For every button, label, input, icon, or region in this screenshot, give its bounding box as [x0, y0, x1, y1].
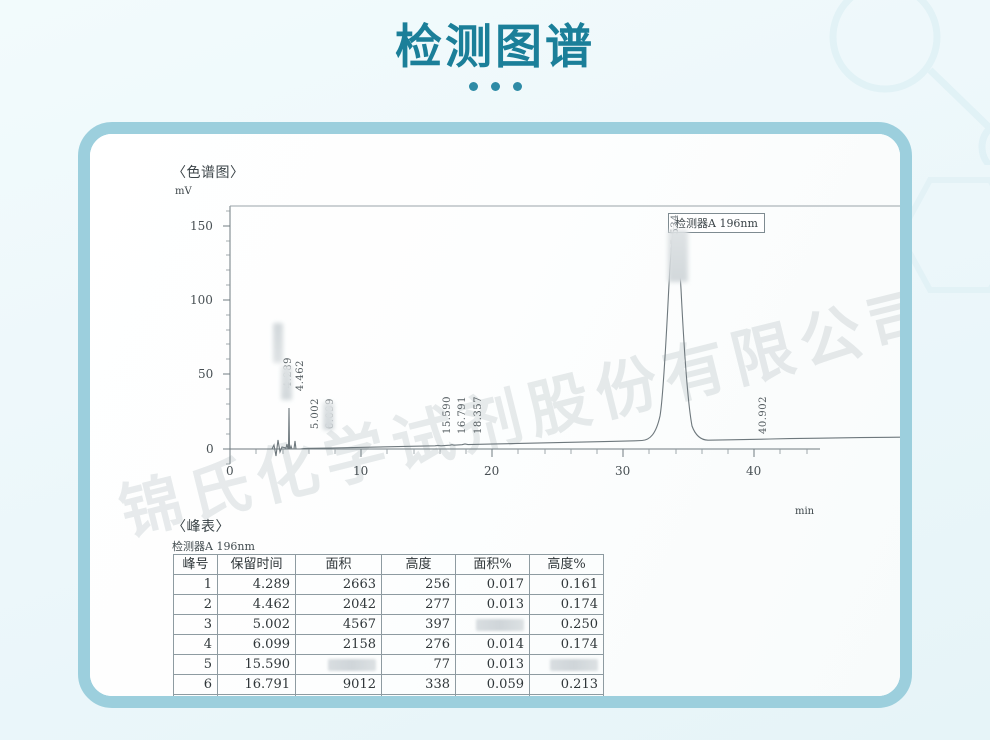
cell-area-pct: 0.014: [455, 634, 530, 655]
report-card-inner: 锦氏化学试剂股份有限公司 〈色谱图〉 mV min: [90, 134, 900, 696]
cell-height: 397: [381, 614, 456, 635]
cell-area: 9012: [295, 674, 382, 695]
cell-area: 2663: [295, 574, 382, 595]
page-header: 检测图谱: [0, 0, 990, 120]
cell-height: 77: [381, 654, 456, 675]
cell-area: 11479: [295, 694, 382, 696]
th-peak-no: 峰号: [173, 554, 218, 575]
peak-label-16-791: 16.791: [457, 396, 468, 434]
cell-peak-no: 4: [173, 634, 218, 655]
cell-retention-time: 6.099: [217, 634, 296, 655]
cell-height-pct: 0.000: [529, 654, 604, 675]
cell-height-pct: 0.213: [529, 674, 604, 695]
x-tick-label-20: 20: [484, 464, 500, 478]
title-dots-decoration: [0, 81, 990, 91]
y-tick-label-0: 0: [206, 442, 214, 456]
x-tick-label-30: 30: [615, 464, 631, 478]
blurred-peak-label-6-099: [323, 402, 334, 430]
chromatogram-heading: 〈色谱图〉: [172, 165, 245, 181]
th-height: 高度: [381, 554, 456, 575]
peak-label-18-357: 18.357: [473, 396, 484, 434]
peak-label-40-902: 40.902: [758, 396, 769, 434]
title-dot: [490, 81, 500, 91]
cell-area: 2042: [295, 594, 382, 615]
cell-height-pct: 0.174: [529, 634, 604, 655]
cell-height-pct: 0.230: [529, 694, 604, 696]
cell-retention-time: 16.791: [217, 674, 296, 695]
cell-peak-no: 5: [173, 654, 218, 675]
cell-height: 256: [381, 574, 456, 595]
page-title: 检测图谱: [395, 20, 595, 75]
peak-table: 峰号 保留时间 面积 高度 面积% 高度% 1 4.289 2663 256 0.017…: [173, 554, 604, 696]
table-row: 6 16.791 9012 338 0.059 0.213: [173, 674, 604, 695]
cell-area-pct: 0.059: [455, 674, 530, 695]
blurred-peak-label: [273, 323, 283, 363]
blurred-cell-value: 0.000: [328, 658, 376, 671]
cell-peak-no: 6: [173, 674, 218, 695]
cell-area: 0.000: [295, 654, 382, 675]
th-retention: 保留时间: [217, 554, 296, 575]
cell-height-pct: 0.250: [529, 614, 604, 635]
peak-label-5-002: 5.002: [310, 398, 321, 430]
cell-retention-time: 5.002: [217, 614, 296, 635]
blurred-peak-label-4-289: [281, 366, 292, 400]
x-axis-unit-label: min: [795, 506, 815, 517]
th-height-pct: 高度%: [529, 554, 604, 575]
chromatogram-plot: [223, 205, 900, 465]
cell-height: 365: [381, 694, 456, 696]
cell-area-pct: 0.013: [455, 594, 530, 615]
table-header-row: 峰号 保留时间 面积 高度 面积% 高度%: [173, 554, 604, 575]
y-tick-label-50: 50: [198, 367, 214, 381]
y-tick-label-100: 100: [190, 293, 213, 307]
report-card-frame: 锦氏化学试剂股份有限公司 〈色谱图〉 mV min: [78, 122, 912, 708]
cell-height: 277: [381, 594, 456, 615]
title-dot: [468, 81, 478, 91]
cell-area-pct: 0.017: [455, 574, 530, 595]
y-tick-label-150: 150: [190, 219, 213, 233]
title-dot: [512, 81, 522, 91]
x-tick-label-10: 10: [353, 464, 369, 478]
blurred-cell-value: 0.000: [550, 658, 598, 671]
cell-retention-time: 4.462: [217, 594, 296, 615]
table-row: 4 6.099 2158 276 0.014 0.174: [173, 634, 604, 655]
cell-retention-time: 18.357: [217, 694, 296, 696]
x-tick-label-0: 0: [226, 464, 234, 478]
peak-table-detector-label: 检测器A 196nm: [172, 540, 255, 553]
peak-label-4-462: 4.462: [295, 360, 306, 392]
cell-height-pct: 0.174: [529, 594, 604, 615]
cell-height: 276: [381, 634, 456, 655]
th-area-pct: 面积%: [455, 554, 530, 575]
cell-retention-time: 15.590: [217, 654, 296, 675]
cell-area-pct: 0.075: [455, 694, 530, 696]
table-row: 2 4.462 2042 277 0.013 0.174: [173, 594, 604, 615]
cell-peak-no: 2: [173, 594, 218, 615]
peak-table-heading: 〈峰表〉: [172, 519, 230, 535]
table-row: 718.357114793650.0750.230: [173, 694, 604, 696]
cell-area: 2158: [295, 634, 382, 655]
y-axis-unit-label: mV: [175, 186, 192, 197]
cell-area-pct: 0.013: [455, 654, 530, 675]
detector-legend-box: 检测器A 196nm: [668, 213, 765, 233]
cell-height: 338: [381, 674, 456, 695]
molecule-decoration-top-right: [790, 0, 990, 165]
cell-peak-no: 1: [173, 574, 218, 595]
x-tick-label-40: 40: [746, 464, 762, 478]
chromatogram-section: 〈色谱图〉 mV min: [90, 134, 900, 534]
cell-area: 4567: [295, 614, 382, 635]
blurred-cell-value: 0.000: [476, 618, 524, 631]
table-row: 1 4.289 2663 256 0.017 0.161: [173, 574, 604, 595]
cell-peak-no: 3: [173, 614, 218, 635]
cell-peak-no: 7: [173, 694, 218, 696]
th-area: 面积: [295, 554, 382, 575]
peak-label-15-590: 15.590: [442, 396, 453, 434]
blurred-main-peak-label: [668, 230, 688, 282]
peak-table-body: 1 4.289 2663 256 0.017 0.161 2 4.462 2042 277 0.01…: [173, 574, 604, 696]
table-row: 515.590 0.000 770.013 0.000: [173, 654, 604, 675]
cell-height-pct: 0.161: [529, 574, 604, 595]
cell-area-pct: 0.000: [455, 614, 530, 635]
cell-retention-time: 4.289: [217, 574, 296, 595]
